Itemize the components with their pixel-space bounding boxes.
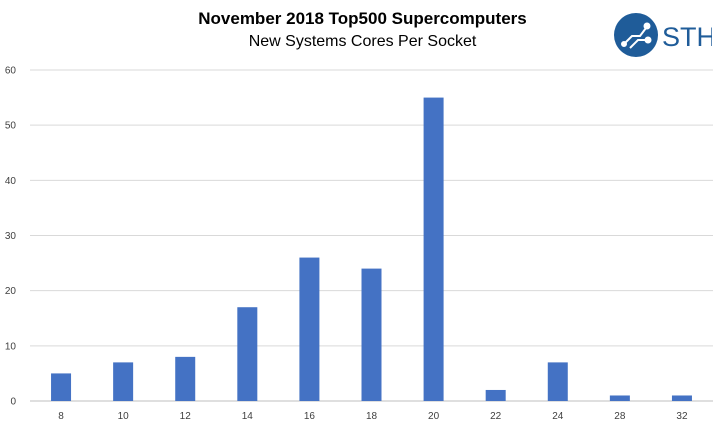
- y-tick-label: 10: [5, 341, 17, 352]
- x-tick-label: 24: [552, 411, 564, 422]
- bar: [423, 97, 444, 401]
- bar: [671, 395, 692, 401]
- x-tick-label: 16: [304, 411, 316, 422]
- bars: [51, 97, 692, 401]
- x-axis-ticks: 8 10 12 14 16 18 20 22 24 28 32: [58, 411, 688, 422]
- bar: [609, 395, 630, 401]
- x-tick-label: 32: [676, 411, 688, 422]
- x-tick-label: 12: [180, 411, 192, 422]
- x-tick-label: 28: [614, 411, 626, 422]
- sth-logo: STH: [614, 13, 712, 57]
- x-tick-label: 10: [118, 411, 130, 422]
- x-tick-label: 8: [58, 411, 64, 422]
- x-tick-label: 14: [242, 411, 254, 422]
- chart-subtitle: New Systems Cores Per Socket: [248, 33, 477, 50]
- x-tick-label: 20: [428, 411, 440, 422]
- y-tick-label: 0: [10, 397, 16, 408]
- chart-title: November 2018 Top500 Supercomputers: [198, 9, 527, 28]
- y-tick-label: 40: [5, 176, 17, 187]
- bar: [51, 373, 72, 401]
- bar: [237, 307, 258, 401]
- y-tick-label: 60: [5, 66, 17, 77]
- y-tick-label: 20: [5, 286, 17, 297]
- bar: [175, 356, 196, 401]
- y-axis-ticks: 0 10 20 30 40 50 60: [5, 66, 17, 408]
- bar: [485, 389, 506, 401]
- y-tick-label: 50: [5, 121, 17, 132]
- x-tick-label: 22: [490, 411, 502, 422]
- y-tick-label: 30: [5, 231, 17, 242]
- circuit-icon: [621, 22, 652, 49]
- x-tick-label: 18: [366, 411, 378, 422]
- bar: [361, 268, 382, 401]
- bar: [299, 257, 320, 401]
- bar: [547, 362, 568, 401]
- bar: [113, 362, 134, 401]
- sth-logo-text: STH: [662, 22, 712, 52]
